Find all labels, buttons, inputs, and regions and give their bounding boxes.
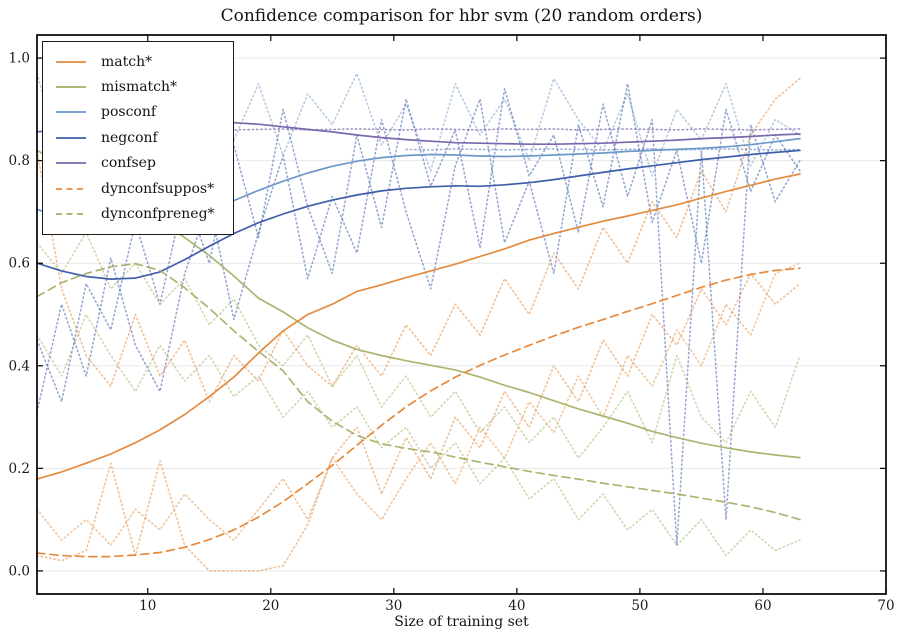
- legend-item-negconf: negconf: [55, 125, 215, 150]
- legend-line-sample: [56, 111, 86, 114]
- y-tick-label: 0.8: [9, 153, 30, 169]
- legend: match* mismatch* posconf negconf confsep dync…: [42, 41, 234, 235]
- x-axis-label: Size of training set: [394, 614, 529, 630]
- series-run-orange-2: [36, 77, 801, 403]
- legend-item-dynconfsuppos: dynconfsuppos*: [55, 176, 215, 201]
- x-tick-label: 30: [385, 598, 402, 614]
- legend-label: posconf: [101, 104, 157, 121]
- series-match: [36, 173, 801, 480]
- y-tick-label: 0.2: [9, 461, 30, 477]
- y-tick-label: 1.0: [9, 51, 30, 67]
- legend-item-mismatch: mismatch*: [55, 74, 215, 99]
- legend-line-sample: [56, 136, 86, 139]
- legend-label: dynconfsuppos*: [101, 180, 215, 197]
- x-tick-label: 70: [877, 598, 894, 614]
- series-run-orange-1: [36, 272, 801, 572]
- legend-item-posconf: posconf: [55, 100, 215, 125]
- legend-label: mismatch*: [101, 79, 178, 96]
- legend-line-sample: [56, 86, 86, 88]
- y-tick-label: 0.4: [9, 358, 30, 374]
- chart-title: Confidence comparison for hbr svm (20 ra…: [220, 6, 703, 26]
- x-tick-label: 40: [508, 598, 525, 614]
- series-run-olive-1: [36, 313, 801, 557]
- legend-item-match: match*: [55, 49, 215, 74]
- x-tick-label: 50: [631, 598, 648, 614]
- y-tick-label: 0.0: [9, 563, 30, 579]
- series-negconf: [36, 149, 801, 280]
- series-run-olive-2: [36, 231, 801, 459]
- legend-item-confsep: confsep: [55, 151, 215, 176]
- legend-label: match*: [101, 53, 153, 70]
- legend-line-sample: [56, 162, 86, 165]
- x-tick-label: 60: [754, 598, 771, 614]
- legend-item-dynconfpreneg: dynconfpreneg*: [55, 201, 215, 226]
- legend-label: dynconfpreneg*: [101, 206, 215, 223]
- series-run-blue-2: [36, 88, 801, 547]
- legend-line-sample: [56, 187, 86, 190]
- y-tick-label: 0.6: [9, 256, 30, 272]
- legend-line-sample: [56, 60, 86, 63]
- series-dynconfpreneg: [36, 262, 801, 521]
- x-tick-label: 10: [139, 598, 156, 614]
- legend-line-sample: [56, 213, 86, 215]
- legend-label: confsep: [101, 155, 156, 172]
- series-dynconfsuppos: [36, 267, 801, 558]
- series-run-blue-flat: [405, 148, 801, 151]
- x-tick-label: 20: [262, 598, 279, 614]
- legend-label: negconf: [101, 129, 158, 146]
- series-run-orange-3: [36, 262, 801, 547]
- axes-frame: [36, 34, 887, 595]
